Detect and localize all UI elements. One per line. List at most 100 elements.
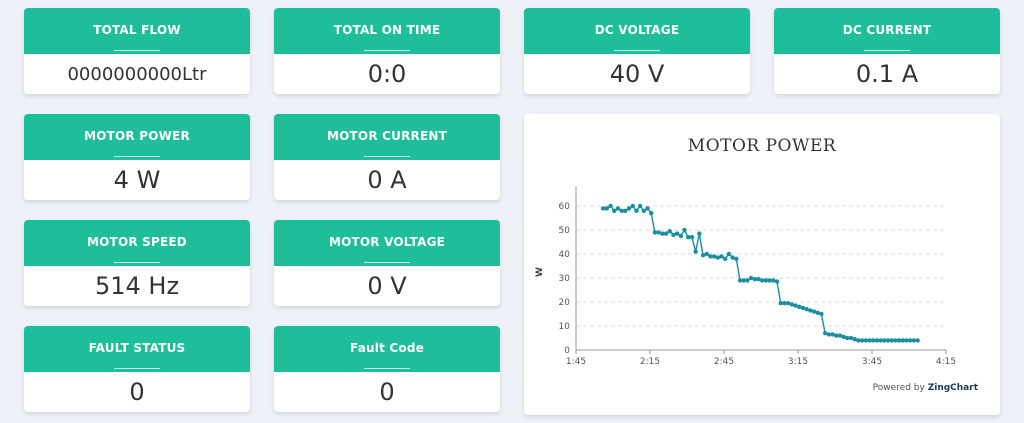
zingchart-link[interactable]: ZingChart	[927, 383, 978, 393]
data-point	[686, 235, 691, 240]
card-value: 514 Hz	[94, 272, 180, 300]
data-point	[800, 305, 806, 311]
data-point	[871, 338, 876, 343]
data-point	[663, 231, 669, 236]
powered-by-credit[interactable]: Powered by ZingChart	[872, 383, 978, 393]
data-point	[793, 303, 798, 308]
card-title: MOTOR SPEED	[87, 235, 187, 249]
series-line	[603, 204, 918, 342]
data-point	[697, 231, 702, 236]
x-tick-label: 4:15	[936, 357, 956, 367]
total-flow-card: TOTAL FLOW 0000000000Ltr	[24, 8, 250, 94]
card-value: 0:0	[367, 60, 407, 88]
card-title: TOTAL FLOW	[93, 23, 181, 37]
data-point	[608, 203, 613, 209]
data-point	[782, 301, 787, 306]
card-value: 0000000000Ltr	[67, 63, 207, 85]
data-point	[674, 231, 680, 236]
data-point	[760, 278, 765, 283]
data-point	[745, 278, 750, 283]
y-tick-label: 20	[559, 298, 571, 308]
dc-voltage-card: DC VOLTAGE 40 V	[524, 8, 750, 94]
data-point	[678, 233, 684, 239]
data-point	[789, 302, 795, 307]
data-point	[771, 278, 776, 283]
data-point	[715, 255, 721, 260]
data-point	[785, 301, 791, 306]
data-point	[834, 333, 839, 338]
title-underline	[364, 262, 410, 263]
data-point	[837, 333, 843, 338]
data-point	[719, 254, 724, 259]
data-point	[689, 235, 695, 240]
data-point	[900, 338, 906, 343]
card-title: MOTOR CURRENT	[326, 129, 447, 143]
x-tick-label: 2:15	[640, 357, 660, 367]
data-point	[852, 337, 857, 342]
data-point	[911, 338, 917, 343]
data-point	[856, 338, 861, 343]
data-point	[615, 206, 621, 211]
card-value: 0	[379, 378, 395, 406]
data-point	[693, 249, 698, 254]
x-tick-label: 3:45	[862, 357, 882, 367]
data-point	[704, 251, 709, 257]
fault-status-card: FAULT STATUS 0	[24, 326, 250, 412]
fault-code-card: Fault Code 0	[274, 326, 500, 412]
data-point	[737, 278, 743, 283]
data-point	[815, 310, 820, 315]
data-point	[830, 332, 835, 337]
data-point	[723, 256, 728, 261]
card-value: 0.1 A	[855, 60, 919, 88]
data-point	[637, 203, 643, 209]
card-value: 0 A	[367, 166, 407, 194]
data-point	[841, 334, 846, 339]
data-point	[819, 311, 824, 317]
card-value: 0 V	[367, 272, 407, 300]
data-point	[604, 206, 610, 211]
data-point	[623, 208, 628, 213]
title-underline	[114, 50, 160, 51]
data-point	[863, 338, 869, 343]
data-point	[848, 335, 854, 341]
card-title: DC CURRENT	[842, 23, 932, 37]
motor-voltage-card: MOTOR VOLTAGE 0 V	[274, 220, 500, 306]
data-point	[845, 335, 850, 341]
x-tick-label: 3:15	[788, 357, 808, 367]
motor-power-chart[interactable]: 0 10 20 30 40 50 60 1:45 2:15 2:45 3:15 3:45 4:15 W	[524, 114, 1000, 415]
dc-current-card: DC CURRENT 0.1 A	[774, 8, 1000, 94]
y-axis-label: W	[535, 267, 545, 277]
data-point	[612, 208, 617, 213]
data-point	[774, 279, 780, 284]
data-point	[656, 230, 661, 235]
data-point	[700, 253, 706, 258]
data-point	[671, 232, 676, 237]
y-tick-label: 30	[559, 274, 571, 284]
data-point	[711, 254, 717, 259]
title-underline	[364, 368, 410, 369]
chart-title: MOTOR POWER	[687, 136, 837, 156]
y-tick-label: 40	[559, 250, 571, 260]
data-point	[893, 338, 898, 343]
data-point	[763, 278, 769, 283]
motor-power-chart-card: MOTOR POWER 0 10 20 30 40 50 60 1:45 2:15 2:45 3:1…	[524, 114, 1000, 415]
title-underline	[364, 50, 410, 51]
y-tick-label: 50	[559, 226, 571, 236]
data-point	[904, 338, 909, 343]
data-point	[826, 332, 832, 337]
card-title: FAULT STATUS	[88, 341, 186, 355]
data-point	[645, 206, 650, 211]
data-point	[708, 254, 713, 259]
data-point	[641, 208, 647, 213]
data-point	[619, 208, 624, 213]
data-point	[874, 338, 880, 343]
data-point	[811, 309, 817, 314]
data-point	[804, 307, 809, 312]
data-point	[822, 331, 828, 336]
y-tick-label: 60	[559, 202, 571, 212]
motor-current-card: MOTOR CURRENT 0 A	[274, 114, 500, 200]
data-point	[859, 338, 865, 343]
title-underline	[114, 262, 160, 263]
title-underline	[364, 156, 410, 157]
data-point	[741, 278, 746, 283]
